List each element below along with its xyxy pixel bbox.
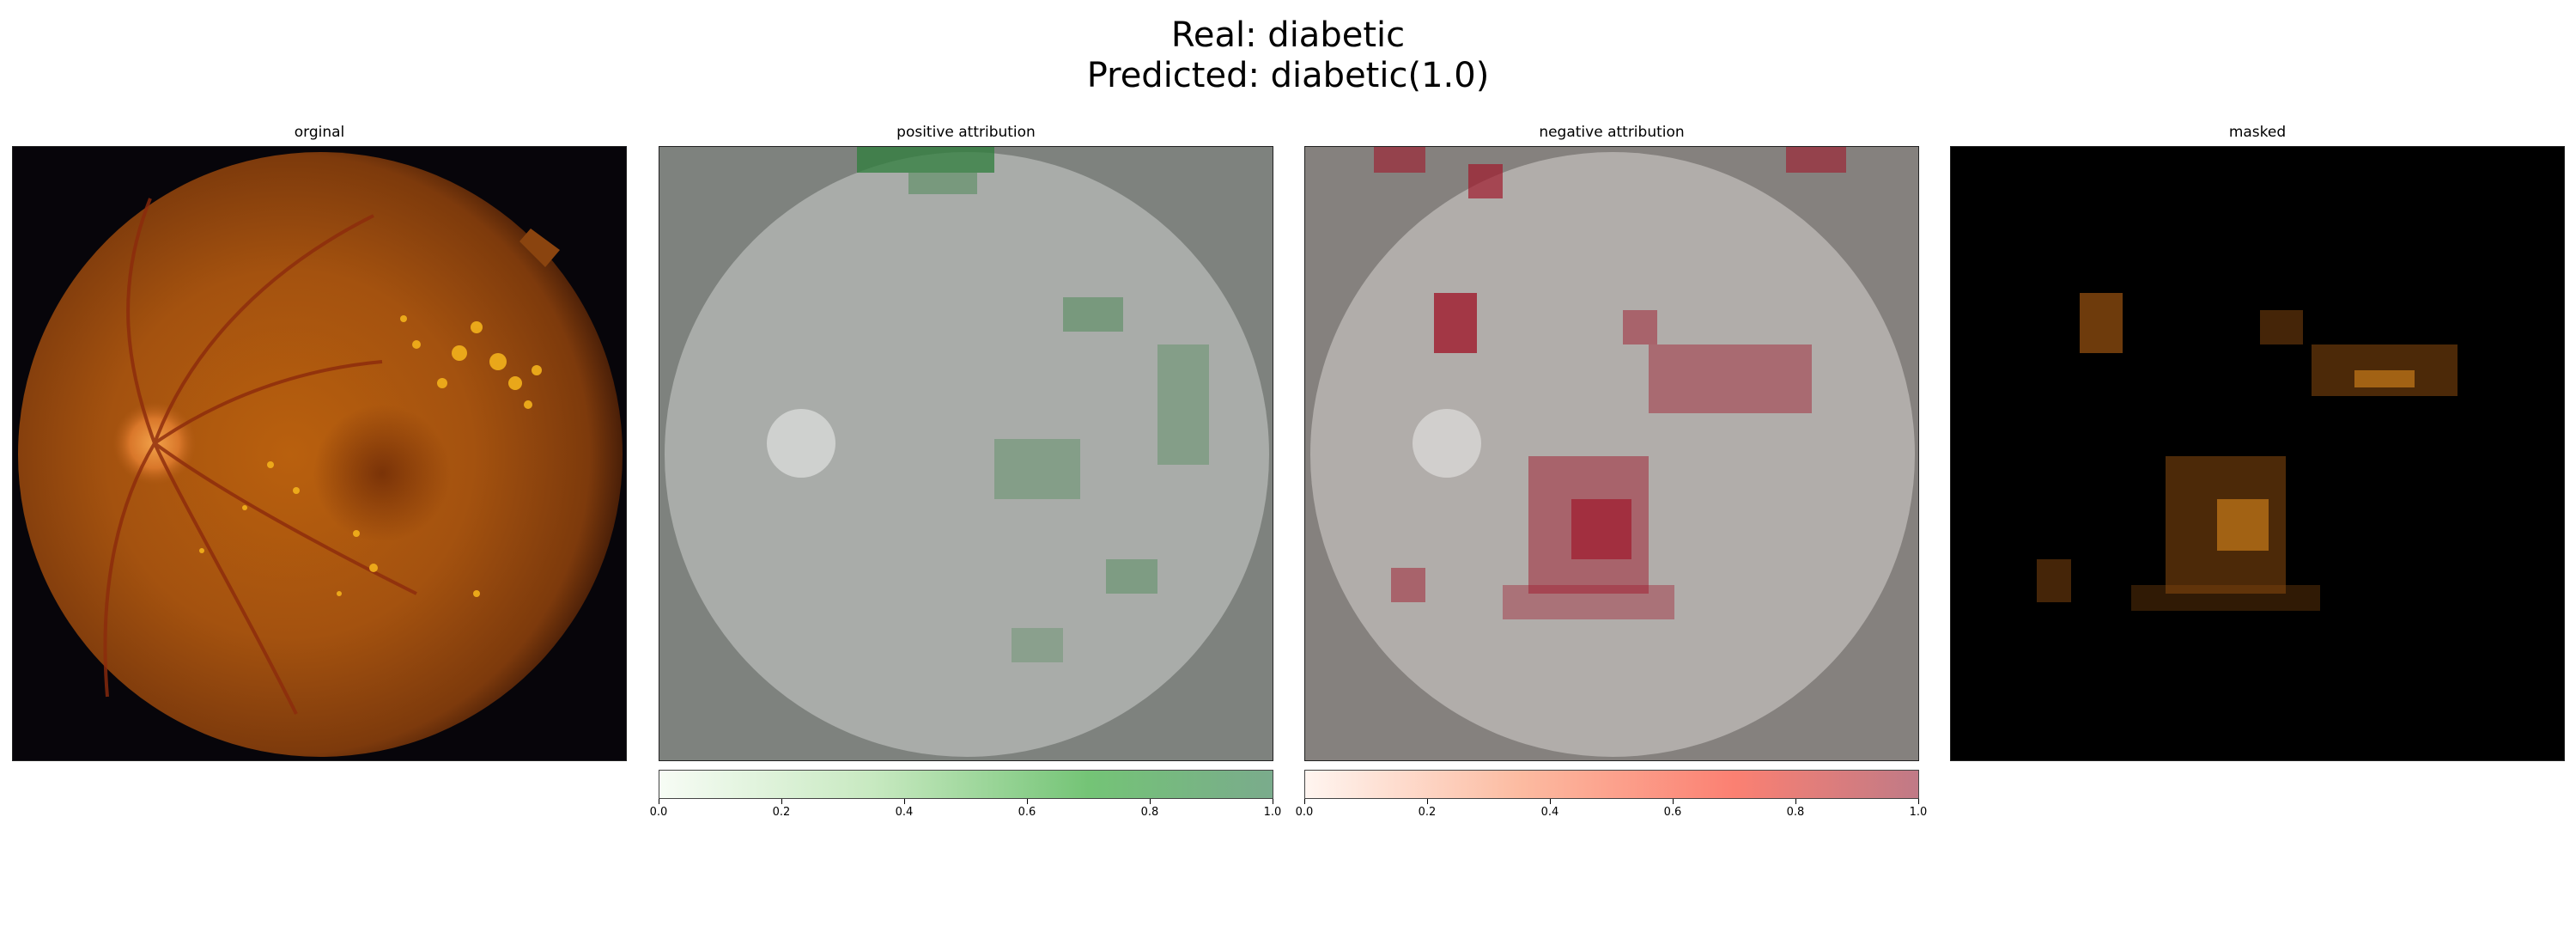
negative-colorbar-ticks: 0.0 0.2 0.4 0.6 0.8 1.0 (1296, 799, 1927, 825)
figure-title-real: Real: diabetic (1170, 15, 1406, 55)
tick-label: 1.0 (1247, 799, 1298, 819)
tick-label: 0.8 (1770, 799, 1821, 819)
positive-colorbar-ticks: 0.0 0.2 0.4 0.6 0.8 1.0 (650, 799, 1281, 825)
tick-label: 1.0 (1893, 799, 1944, 819)
positive-colorbar (659, 770, 1273, 799)
panel-title-negative-attribution: negative attribution (1539, 124, 1685, 141)
tick-label: 0.2 (756, 799, 807, 819)
tick-label: 0.6 (1001, 799, 1053, 819)
masked-fundus-image (1950, 146, 2565, 761)
negative-attribution-heatmap (1304, 146, 1919, 761)
panel-title-masked: masked (2228, 124, 2287, 141)
tick-label: 0.4 (878, 799, 930, 819)
tick-label: 0.0 (1279, 799, 1330, 819)
panel-title-original: orginal (294, 124, 345, 141)
figure-title-predicted: Predicted: diabetic(1.0) (1086, 56, 1490, 95)
tick-label: 0.8 (1124, 799, 1176, 819)
positive-attribution-heatmap (659, 146, 1273, 761)
tick-label: 0.6 (1647, 799, 1698, 819)
tick-label: 0.4 (1524, 799, 1576, 819)
tick-label: 0.2 (1401, 799, 1453, 819)
negative-colorbar (1304, 770, 1919, 799)
original-fundus-image (12, 146, 627, 761)
tick-label: 0.0 (633, 799, 684, 819)
panel-title-positive-attribution: positive attribution (896, 124, 1036, 141)
